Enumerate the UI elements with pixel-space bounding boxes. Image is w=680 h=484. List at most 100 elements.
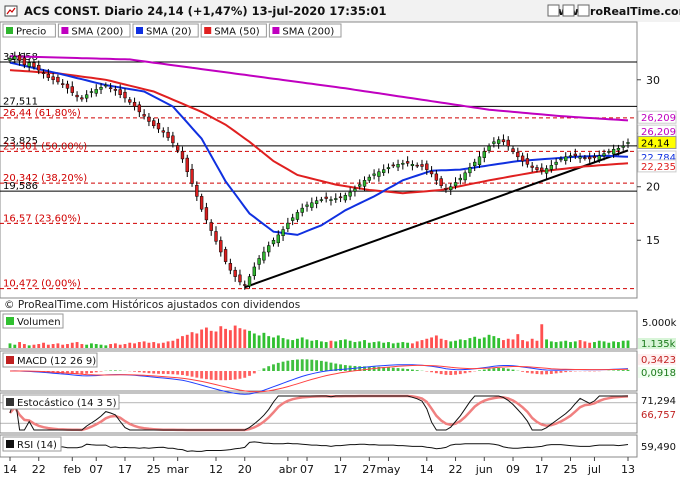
volume-bar-9	[52, 344, 55, 348]
volume-bar-57	[282, 338, 285, 348]
volume-bar-62	[306, 339, 309, 348]
candle-body-55	[272, 240, 275, 244]
macd-hist-91	[445, 371, 448, 375]
volume-bar-39	[195, 333, 198, 348]
candle-body-96	[468, 167, 471, 172]
volume-bar-112	[545, 339, 548, 348]
x-tick-label-18: 17	[535, 463, 549, 476]
x-tick-label-7: 12	[209, 463, 223, 476]
volume-bar-125	[607, 343, 610, 348]
candle-body-61	[301, 208, 304, 212]
candle-body-48	[239, 275, 242, 282]
candle-body-106	[516, 152, 519, 156]
candle-body-53	[262, 252, 265, 260]
volume-bar-67	[330, 341, 333, 348]
x-tick-label-0: 14	[3, 463, 17, 476]
volume-bar-71	[349, 341, 352, 348]
candle-body-46	[229, 263, 232, 270]
volume-bar-25	[128, 343, 131, 348]
volume-bar-92	[449, 341, 452, 348]
candle-body-4	[28, 63, 31, 67]
candle-body-123	[598, 156, 601, 160]
candle-body-33	[167, 132, 170, 137]
volume-bar-106	[516, 334, 519, 348]
volume-bar-6	[37, 344, 40, 348]
macd-hist-66	[325, 362, 328, 371]
legend-label-4: SMA (200)	[282, 27, 334, 38]
macd-hist-126	[612, 370, 615, 371]
volume-bar-74	[363, 340, 366, 348]
level-label-1: 27,511	[3, 96, 38, 107]
volume-bar-107	[521, 340, 524, 348]
candle-body-17	[90, 92, 93, 93]
volume-bar-99	[483, 337, 486, 348]
candle-body-117	[569, 156, 572, 157]
macd-hist-116	[564, 371, 567, 372]
volume-bar-126	[612, 341, 615, 348]
volume-bar-2	[18, 342, 21, 348]
minimize-icon[interactable]	[548, 5, 559, 16]
x-tick-label-14: 14	[420, 463, 434, 476]
macd-legend-swatch	[6, 356, 14, 364]
volume-bar-32	[162, 343, 165, 348]
stoch-last-label-1: 71,294	[641, 396, 676, 407]
candle-body-75	[368, 177, 371, 180]
volume-bar-98	[478, 339, 481, 348]
candle-body-128	[622, 146, 625, 147]
macd-hist-19	[100, 371, 103, 372]
volume-bar-102	[497, 338, 500, 348]
macd-hist-81	[397, 368, 400, 371]
volume-bar-17	[90, 343, 93, 348]
macd-hist-89	[435, 371, 438, 373]
x-tick-label-4: 17	[118, 463, 132, 476]
candle-body-47	[234, 270, 237, 276]
level-label-6: 19,586	[3, 181, 38, 192]
volume-bar-95	[464, 340, 467, 348]
chart-title: ACS CONST. Diario 24,14 (+1,47%) 13-jul-…	[24, 4, 386, 18]
candle-body-57	[282, 230, 285, 236]
x-tick-label-1: 22	[32, 463, 46, 476]
candle-body-8	[47, 74, 50, 77]
candle-body-115	[560, 159, 563, 160]
candle-body-68	[334, 199, 337, 200]
volume-bar-113	[550, 341, 553, 348]
volume-bar-59	[291, 340, 294, 348]
candle-body-65	[320, 200, 323, 201]
candle-body-0	[9, 58, 12, 60]
candle-body-78	[382, 170, 385, 173]
macd-hist-34	[171, 371, 174, 374]
macd-hist-117	[569, 371, 572, 372]
volume-bar-46	[229, 330, 232, 348]
candle-body-58	[286, 223, 289, 229]
candle-body-1	[13, 56, 16, 59]
macd-hist-58	[286, 361, 289, 371]
candle-body-14	[76, 95, 79, 97]
volume-bar-79	[387, 342, 390, 348]
candle-body-89	[435, 174, 438, 180]
macd-hist-29	[148, 371, 151, 373]
volume-bar-122	[593, 342, 596, 348]
volume-bar-83	[406, 343, 409, 348]
volume-bar-108	[526, 341, 529, 348]
volume-bar-85	[416, 341, 419, 348]
candle-body-5	[33, 63, 36, 67]
candle-body-6	[37, 65, 40, 70]
volume-bar-90	[440, 339, 443, 348]
volume-bar-27	[138, 342, 141, 348]
candle-body-24	[124, 92, 127, 98]
volume-bar-76	[373, 342, 376, 348]
macd-hist-40	[200, 371, 203, 379]
close-icon[interactable]	[578, 5, 589, 16]
macd-hist-93	[454, 371, 457, 375]
candle-body-23	[119, 90, 122, 95]
candle-body-92	[449, 187, 452, 190]
volume-bar-21	[109, 344, 112, 348]
volume-bar-45	[224, 329, 227, 348]
macd-hist-37	[186, 371, 189, 376]
macd-hist-60	[296, 360, 299, 371]
volume-bar-5	[33, 345, 36, 348]
macd-hist-128	[622, 370, 625, 371]
macd-hist-112	[545, 371, 548, 374]
restore-icon[interactable]	[563, 5, 574, 16]
